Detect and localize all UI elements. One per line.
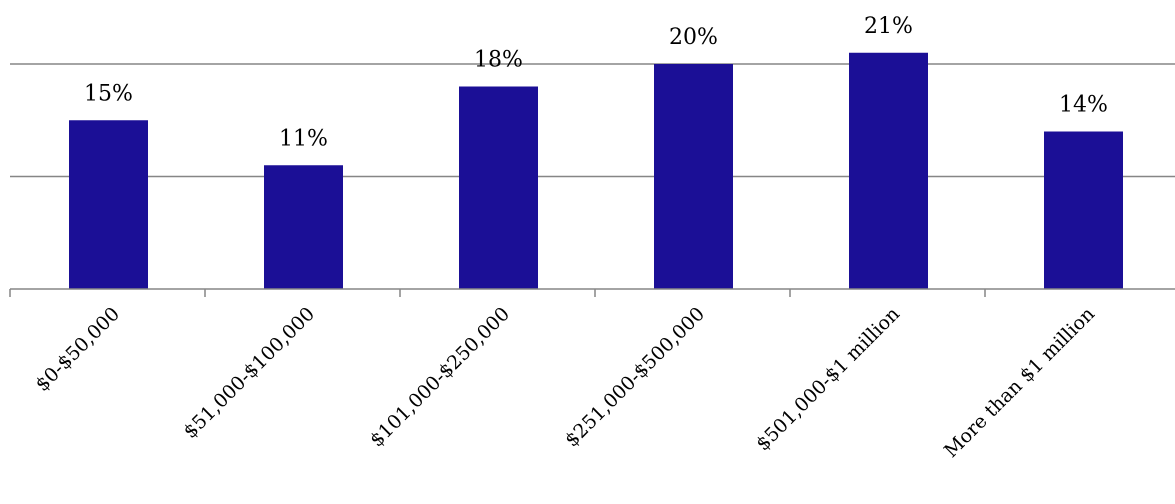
data-label-6: 14% [1059,93,1108,118]
bar-6 [1044,131,1123,289]
bar-5 [849,52,928,289]
data-label-4: 20% [669,25,718,50]
data-label-5: 21% [864,14,913,39]
category-label-4: $251,000-$500,000 [561,303,709,451]
bars [69,52,1123,289]
category-label-5: $501,000-$1 million [752,303,904,455]
category-label-6: More than $1 million [940,303,1099,462]
x-axis [9,288,1175,297]
category-label-2: $51,000-$100,000 [179,303,319,443]
data-label-3: 18% [474,48,523,73]
data-labels: 15% 11% 18% 20% 21% 14% [84,14,1108,152]
data-label-1: 15% [84,81,133,106]
gridlines [10,63,1175,178]
bar-1 [69,120,148,289]
bar-2 [264,165,343,289]
category-label-3: $101,000-$250,000 [366,303,514,451]
data-label-2: 11% [279,126,328,151]
category-labels: $0-$50,000 $51,000-$100,000 $101,000-$250,… [31,303,1099,462]
bar-4 [654,64,733,289]
bar-3 [459,86,538,289]
category-label-1: $0-$50,000 [31,303,124,396]
